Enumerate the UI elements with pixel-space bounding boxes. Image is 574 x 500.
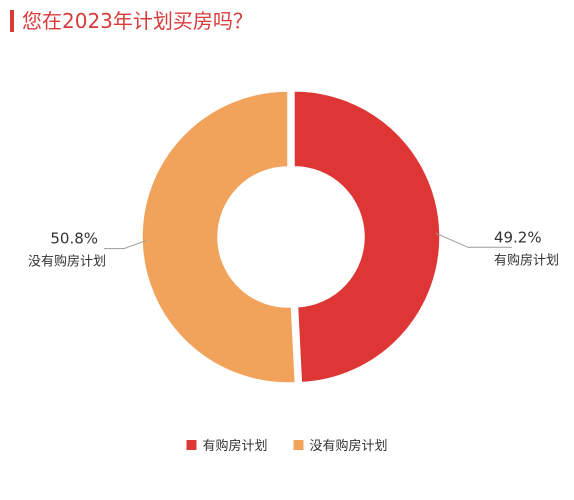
chart-title: 您在2023年计划买房吗？ xyxy=(22,9,253,33)
data-label-name-has-plan: 有购房计划 xyxy=(494,252,559,268)
title-accent-bar xyxy=(10,10,14,32)
slice-no-plan xyxy=(141,90,297,384)
legend-swatch-no-plan xyxy=(293,440,304,450)
legend-swatch-has-plan xyxy=(186,440,197,450)
data-label-name-no-plan: 没有购房计划 xyxy=(28,254,106,270)
leader-line-no-plan xyxy=(104,240,147,250)
legend-label-has-plan: 有购房计划 xyxy=(203,438,268,454)
leader-line-has-plan xyxy=(435,232,512,248)
legend-label-no-plan: 没有购房计划 xyxy=(310,438,388,454)
data-label-percent-no-plan: 50.8% xyxy=(50,230,98,248)
legend-item-no-plan[interactable]: 没有购房计划 xyxy=(293,438,388,454)
legend-item-has-plan[interactable]: 有购房计划 xyxy=(186,438,268,454)
data-label-percent-has-plan: 49.2% xyxy=(494,228,542,246)
slice-has-plan xyxy=(293,90,441,384)
